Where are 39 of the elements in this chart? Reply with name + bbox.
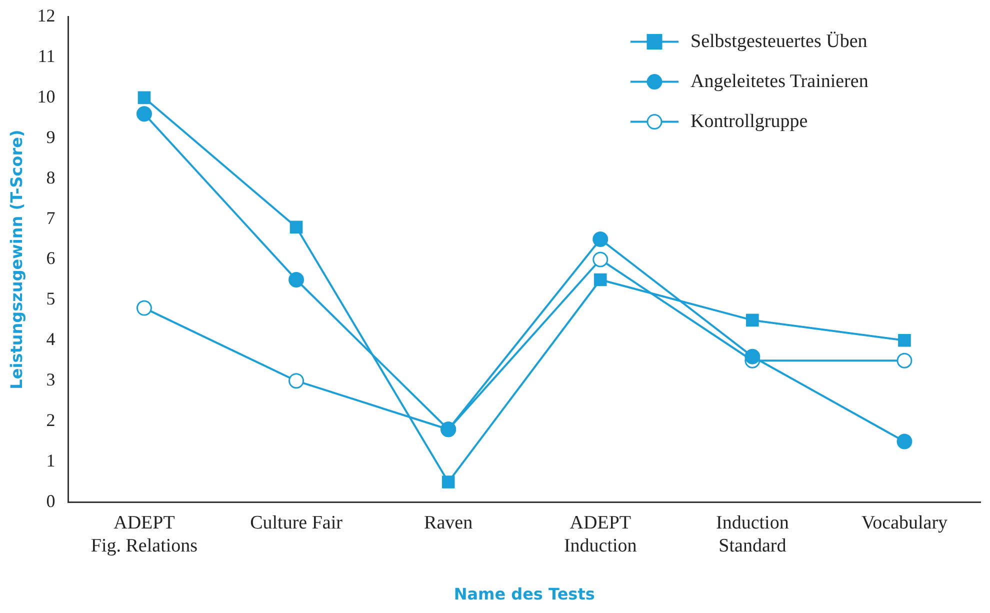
point xyxy=(898,334,911,347)
legend-label: Angeleitetes Trainieren xyxy=(690,70,869,92)
x-tick-label: Induction Standard xyxy=(716,512,790,556)
x-tick-label: Raven xyxy=(424,512,474,534)
point xyxy=(896,434,912,450)
point xyxy=(290,220,303,234)
y-tick-label: 3 xyxy=(46,370,56,390)
y-tick-label: 2 xyxy=(46,410,56,430)
x-tick-label: Vocabulary xyxy=(861,512,948,534)
x-axis-title: Name des Tests xyxy=(454,584,595,604)
y-tick-label: 9 xyxy=(46,126,56,147)
point xyxy=(288,373,304,389)
point xyxy=(744,348,760,364)
point xyxy=(136,300,152,316)
x-tick-label: Culture Fair xyxy=(250,512,344,534)
point xyxy=(896,352,912,368)
x-tick-label: ADEPT Induction xyxy=(564,512,638,556)
y-tick-label: 4 xyxy=(46,329,56,350)
y-axis-title: Leistungszugewinn (T-Score) xyxy=(6,130,26,390)
y-tick-label: 1 xyxy=(46,450,56,470)
y-tick-label: 7 xyxy=(46,208,56,228)
point xyxy=(442,476,455,488)
point xyxy=(746,314,759,327)
point xyxy=(138,91,151,104)
point xyxy=(592,232,608,248)
point xyxy=(288,272,304,288)
y-tick-label: 6 xyxy=(46,248,56,268)
y-tick-label: 11 xyxy=(38,46,56,66)
point xyxy=(136,106,152,122)
legend-label: Selbstgesteuertes Üben xyxy=(690,30,868,52)
y-tick-label: 12 xyxy=(37,6,56,26)
point xyxy=(594,273,607,286)
x-tick-label: ADEPT Fig. Relations xyxy=(90,512,198,556)
legend-label: Kontrollgruppe xyxy=(690,110,808,132)
y-tick-label: 5 xyxy=(46,288,56,309)
y-tick-label: 0 xyxy=(46,490,56,511)
y-tick-label: 8 xyxy=(46,167,56,188)
point xyxy=(592,252,608,268)
y-tick-label: 10 xyxy=(37,86,56,106)
